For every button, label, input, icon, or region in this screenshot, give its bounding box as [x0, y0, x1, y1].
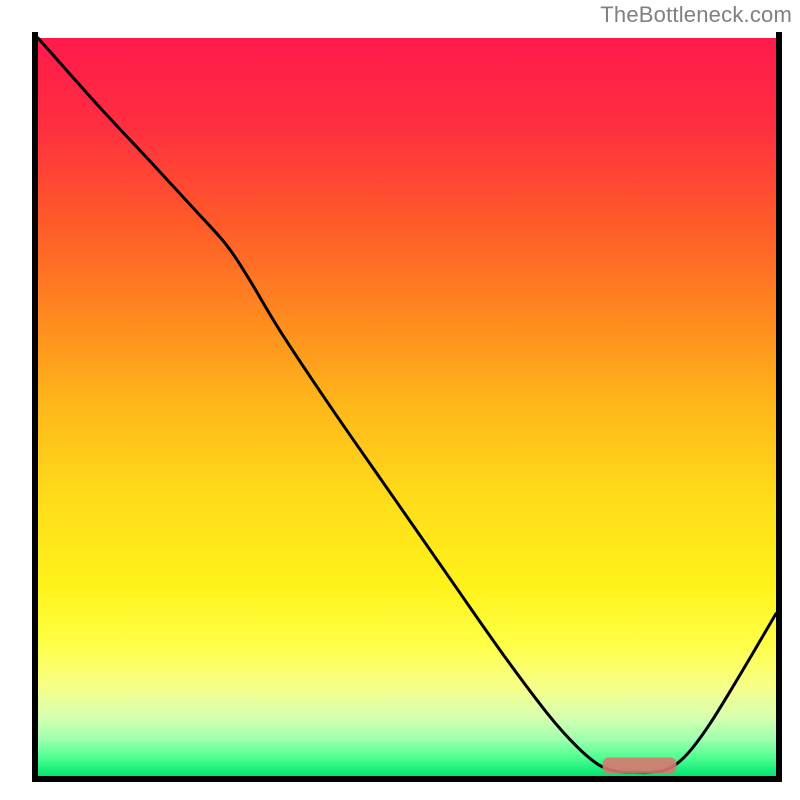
minimum-marker [603, 758, 677, 774]
chart-svg [32, 32, 782, 782]
watermark-text: TheBottleneck.com [600, 2, 792, 28]
chart-container: TheBottleneck.com [0, 0, 800, 800]
plot-area [32, 32, 782, 782]
gradient-background [38, 38, 776, 776]
